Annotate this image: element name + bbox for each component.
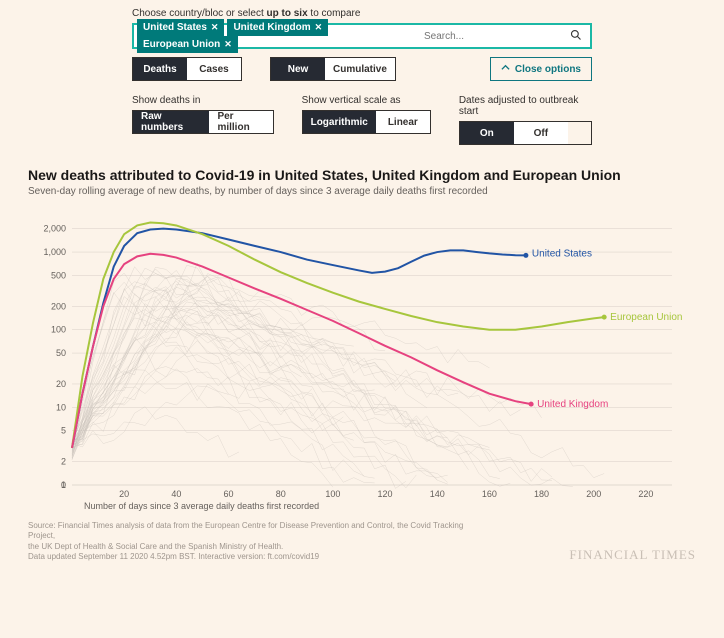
- country-chip[interactable]: United States ✕: [137, 19, 224, 36]
- svg-text:United States: United States: [532, 248, 592, 259]
- scale-toggle[interactable]: LogarithmicLinear: [302, 110, 431, 134]
- brand-logo: FINANCIAL TIMES: [569, 547, 696, 563]
- close-icon: ✕: [224, 39, 232, 50]
- svg-text:60: 60: [224, 489, 234, 499]
- svg-text:180: 180: [534, 489, 549, 499]
- opt-dates-label: Dates adjusted to outbreak start: [459, 95, 592, 117]
- toggle-option[interactable]: Off: [514, 122, 568, 144]
- cumulative-toggle[interactable]: NewCumulative: [270, 57, 396, 81]
- svg-text:220: 220: [638, 489, 653, 499]
- svg-text:20: 20: [119, 489, 129, 499]
- svg-text:100: 100: [325, 489, 340, 499]
- chip-label: United States: [143, 22, 207, 33]
- svg-text:10: 10: [56, 402, 66, 412]
- country-chip[interactable]: United Kingdom ✕: [227, 19, 328, 36]
- toggle-option[interactable]: Per million: [209, 111, 272, 133]
- chart-subtitle: Seven-day rolling average of new deaths,…: [28, 186, 696, 197]
- search-icon: [562, 29, 590, 44]
- chart-svg: 01251020501002005001,0002,00020406080100…: [28, 205, 696, 515]
- toggle-option[interactable]: Cumulative: [325, 58, 395, 80]
- svg-text:40: 40: [171, 489, 181, 499]
- close-icon: ✕: [211, 22, 219, 33]
- svg-text:120: 120: [378, 489, 393, 499]
- chevron-up-icon: [501, 63, 510, 75]
- toggle-option[interactable]: Raw numbers: [133, 111, 209, 133]
- toggle-option[interactable]: Deaths: [133, 58, 187, 80]
- close-options-label: Close options: [515, 64, 581, 75]
- country-search-bar[interactable]: United States✕United Kingdom✕European Un…: [132, 23, 592, 49]
- svg-text:140: 140: [430, 489, 445, 499]
- svg-text:200: 200: [586, 489, 601, 499]
- toggle-option[interactable]: Linear: [376, 111, 430, 133]
- svg-text:2: 2: [61, 457, 66, 467]
- svg-text:1: 1: [61, 480, 66, 490]
- svg-text:160: 160: [482, 489, 497, 499]
- svg-text:United Kingdom: United Kingdom: [537, 399, 608, 410]
- toggle-option[interactable]: On: [460, 122, 514, 144]
- svg-text:2,000: 2,000: [43, 224, 66, 234]
- toggle-option[interactable]: Logarithmic: [303, 111, 376, 133]
- metric-toggle[interactable]: DeathsCases: [132, 57, 242, 81]
- chip-label: United Kingdom: [233, 22, 310, 33]
- svg-text:50: 50: [56, 348, 66, 358]
- country-chip[interactable]: European Union ✕: [137, 36, 238, 53]
- svg-text:100: 100: [51, 325, 66, 335]
- date-adjust-toggle[interactable]: OnOff: [459, 121, 592, 145]
- chip-label: European Union: [143, 39, 220, 50]
- svg-text:European Union: European Union: [610, 312, 682, 323]
- svg-text:Number of days since 3 average: Number of days since 3 average daily dea…: [84, 501, 319, 511]
- toggle-option[interactable]: New: [271, 58, 325, 80]
- search-input[interactable]: [418, 25, 562, 47]
- svg-text:200: 200: [51, 301, 66, 311]
- svg-text:500: 500: [51, 270, 66, 280]
- close-icon: ✕: [315, 22, 323, 33]
- svg-text:5: 5: [61, 426, 66, 436]
- close-options-button[interactable]: Close options: [490, 57, 592, 81]
- toggle-option[interactable]: Cases: [187, 58, 241, 80]
- chart-title: New deaths attributed to Covid-19 in Uni…: [28, 167, 696, 183]
- svg-text:80: 80: [276, 489, 286, 499]
- opt-scale-label: Show vertical scale as: [302, 95, 431, 106]
- opt-deaths-label: Show deaths in: [132, 95, 274, 106]
- source-note: Source: Financial Times analysis of data…: [28, 521, 488, 563]
- deaths-unit-toggle[interactable]: Raw numbersPer million: [132, 110, 274, 134]
- selector-prompt: Choose country/bloc or select up to six …: [132, 8, 592, 19]
- svg-text:20: 20: [56, 379, 66, 389]
- svg-text:1,000: 1,000: [43, 247, 66, 257]
